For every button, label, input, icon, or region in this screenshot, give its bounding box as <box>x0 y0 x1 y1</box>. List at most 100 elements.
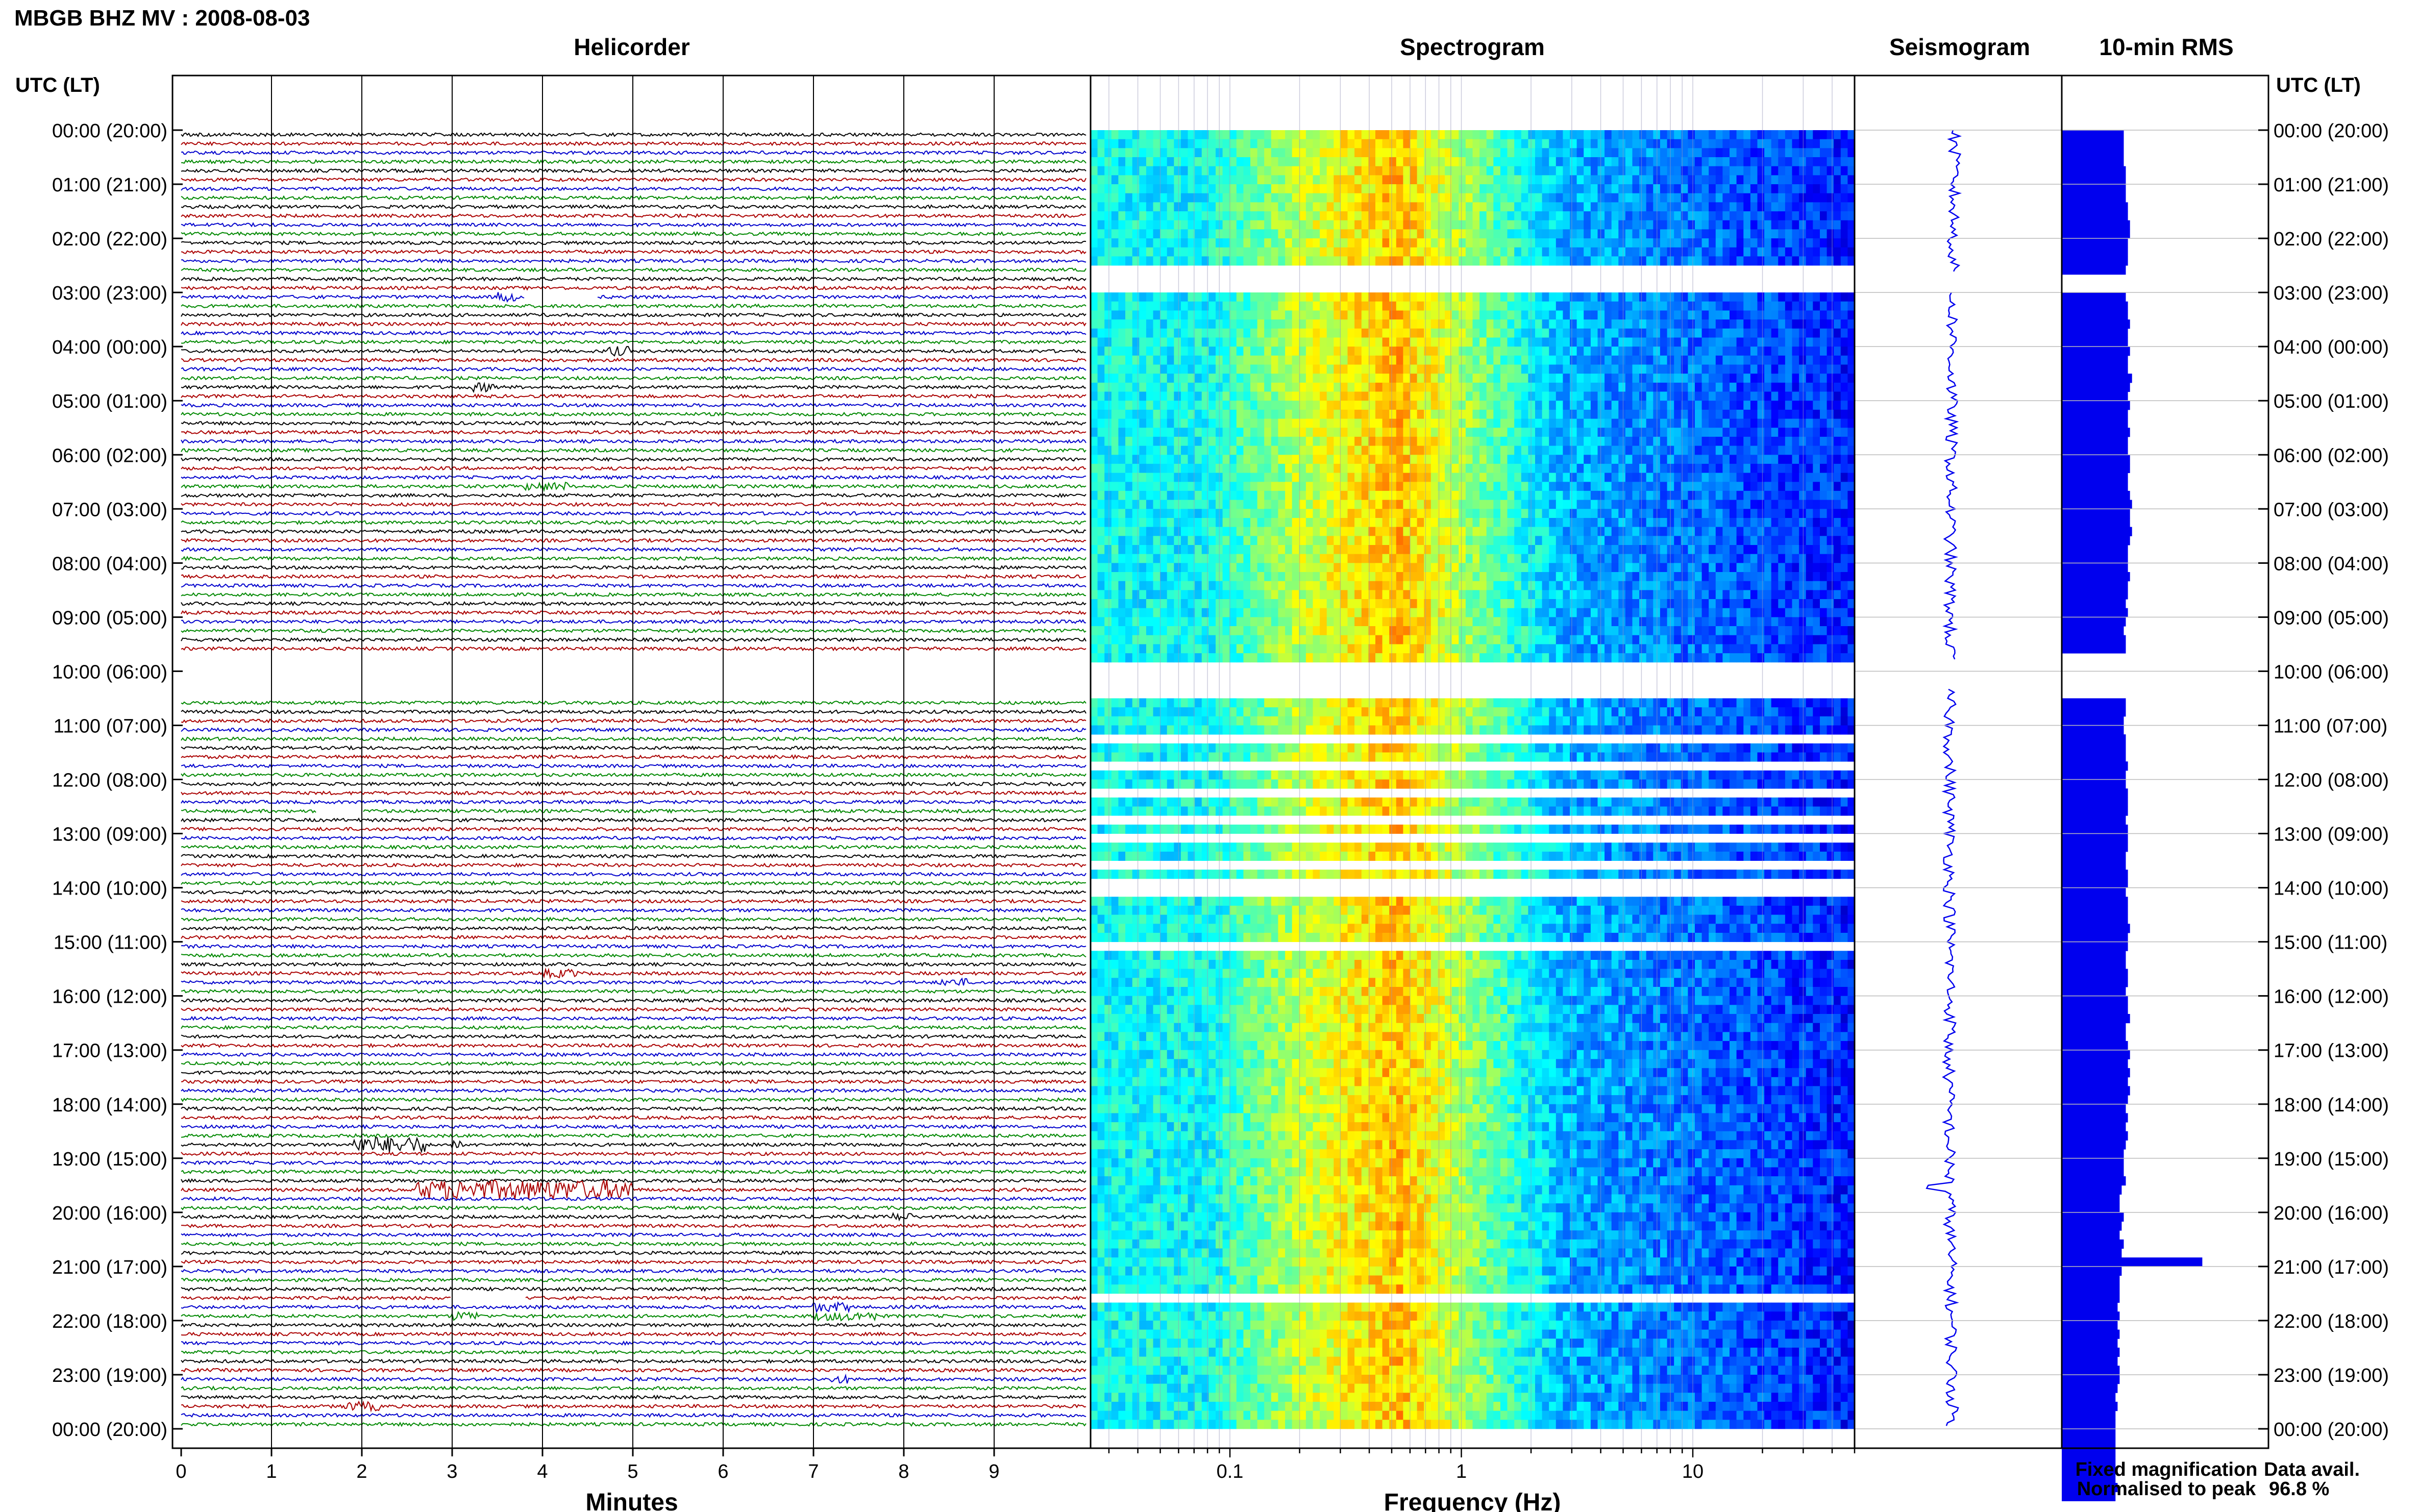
helicorder-xtick: 3 <box>447 1461 457 1482</box>
rms-bar <box>2062 824 2128 834</box>
rms-bar <box>2062 617 2126 627</box>
rms-bar <box>2062 1005 2128 1014</box>
rms-bar <box>2062 914 2128 924</box>
rms-bar <box>2062 175 2126 185</box>
rms-bar <box>2062 436 2128 447</box>
rms-bar <box>2062 1257 2203 1267</box>
rms-bar <box>2062 1014 2130 1024</box>
rms-bar <box>2062 797 2128 807</box>
rms-bar <box>2062 779 2126 789</box>
rms-bar <box>2062 1131 2128 1141</box>
time-label-left: 22:00 (18:00) <box>52 1311 167 1332</box>
time-label-right: 16:00 (12:00) <box>2274 986 2389 1008</box>
rms-bar <box>2062 193 2126 203</box>
rms-bar <box>2062 644 2126 654</box>
rms-bar <box>2062 1429 2116 1439</box>
rms-bar <box>2062 788 2128 798</box>
rms-bar <box>2062 815 2126 825</box>
rms-bar <box>2062 364 2128 374</box>
rms-bar <box>2062 1149 2124 1159</box>
time-label-right: 02:00 (22:00) <box>2274 229 2389 250</box>
time-label-left: 00:00 (20:00) <box>52 120 167 142</box>
time-label-left: 15:00 (11:00) <box>54 932 167 954</box>
rms-bar <box>2062 987 2126 997</box>
rms-bar <box>2062 707 2126 717</box>
rms-bar <box>2062 716 2124 726</box>
time-label-left: 21:00 (17:00) <box>52 1257 167 1278</box>
rms-bar <box>2062 924 2130 933</box>
rms-bar <box>2062 941 2128 951</box>
rms-bar <box>2062 860 2126 870</box>
rms-bar <box>2062 978 2128 987</box>
helicorder-xtick: 7 <box>808 1461 819 1482</box>
rms-bar <box>2062 346 2130 356</box>
rms-bar <box>2062 184 2126 194</box>
rms-bar <box>2062 608 2128 617</box>
rms-bar <box>2062 202 2128 212</box>
rms-bar <box>2062 725 2124 735</box>
rms-bar <box>2062 1302 2118 1312</box>
rms-bar <box>2062 1239 2124 1249</box>
time-label-right: 13:00 (09:00) <box>2274 824 2389 846</box>
spectrogram-panel <box>1091 76 1855 1448</box>
rms-bar <box>2062 1113 2128 1123</box>
seismogram-panel <box>1855 130 2062 1429</box>
rms-bar <box>2062 455 2130 464</box>
rms-bar <box>2062 211 2128 221</box>
time-label-left: 13:00 (09:00) <box>52 824 167 846</box>
time-label-left: 07:00 (03:00) <box>52 499 167 520</box>
helicorder-xtick: 1 <box>266 1461 277 1482</box>
rms-bar <box>2062 1293 2120 1303</box>
rms-bar <box>2062 310 2128 320</box>
rms-bar <box>2062 328 2128 338</box>
rms-bar <box>2062 1393 2116 1402</box>
x-axes: 0 1 2 3 4 5 6 7 8 9 0.1 1 10 <box>176 1448 1856 1482</box>
legend-normalised-to-peak: Normalised to peak <box>2077 1478 2256 1500</box>
rms-bar <box>2062 527 2132 536</box>
time-label-right: 09:00 (05:00) <box>2274 607 2389 629</box>
helicorder-xlabel: Minutes <box>585 1489 678 1512</box>
rms-bar <box>2062 238 2128 248</box>
spectrogram-xtick: 0.1 <box>1217 1461 1244 1482</box>
rms-bar <box>2062 545 2128 555</box>
time-label-left: 00:00 (20:00) <box>52 1419 167 1441</box>
rms-bar <box>2062 1104 2126 1113</box>
rms-bar <box>2062 337 2128 347</box>
time-label-right: 05:00 (01:00) <box>2274 391 2389 412</box>
rms-bar <box>2062 951 2126 960</box>
legend-fixed-magnification: Fixed magnification <box>2076 1459 2258 1480</box>
rms-bar <box>2062 1447 2116 1456</box>
rms-bar <box>2062 401 2130 410</box>
helicorder-xtick: 5 <box>627 1461 638 1482</box>
time-label-right: 15:00 (11:00) <box>2274 932 2387 954</box>
rms-bar <box>2062 1465 2116 1474</box>
rms-bar <box>2062 554 2128 563</box>
time-label-left: 23:00 (19:00) <box>52 1365 167 1386</box>
time-label-right: 04:00 (00:00) <box>2274 337 2389 358</box>
rms-bar <box>2062 130 2124 140</box>
rms-bar <box>2062 635 2126 645</box>
rms-bar <box>2062 428 2130 437</box>
rms-bar <box>2062 1095 2128 1105</box>
time-label-left: 11:00 (07:00) <box>54 715 167 737</box>
data-avail-label: Data avail. <box>2264 1459 2360 1480</box>
rms-bar <box>2062 1284 2120 1294</box>
rms-bar <box>2062 1456 2116 1466</box>
rms-bar <box>2062 1077 2128 1086</box>
rms-bar <box>2062 572 2130 582</box>
spectrogram-xtick: 10 <box>1682 1461 1704 1482</box>
rms-bar <box>2062 1059 2128 1069</box>
rms-bar <box>2062 509 2130 518</box>
rms-bar <box>2062 752 2126 762</box>
rms-bar <box>2062 473 2128 482</box>
rms-bar <box>2062 1266 2122 1276</box>
helicorder-xtick: 0 <box>176 1461 186 1482</box>
rms-bar <box>2062 698 2126 708</box>
rms-bar <box>2062 265 2126 275</box>
rms-bar <box>2062 1185 2122 1195</box>
rms-bar <box>2062 157 2124 167</box>
rms-bar <box>2062 590 2128 600</box>
time-label-left: 01:00 (21:00) <box>52 175 167 196</box>
rms-bar <box>2062 1158 2124 1168</box>
rms-bar <box>2062 581 2128 590</box>
